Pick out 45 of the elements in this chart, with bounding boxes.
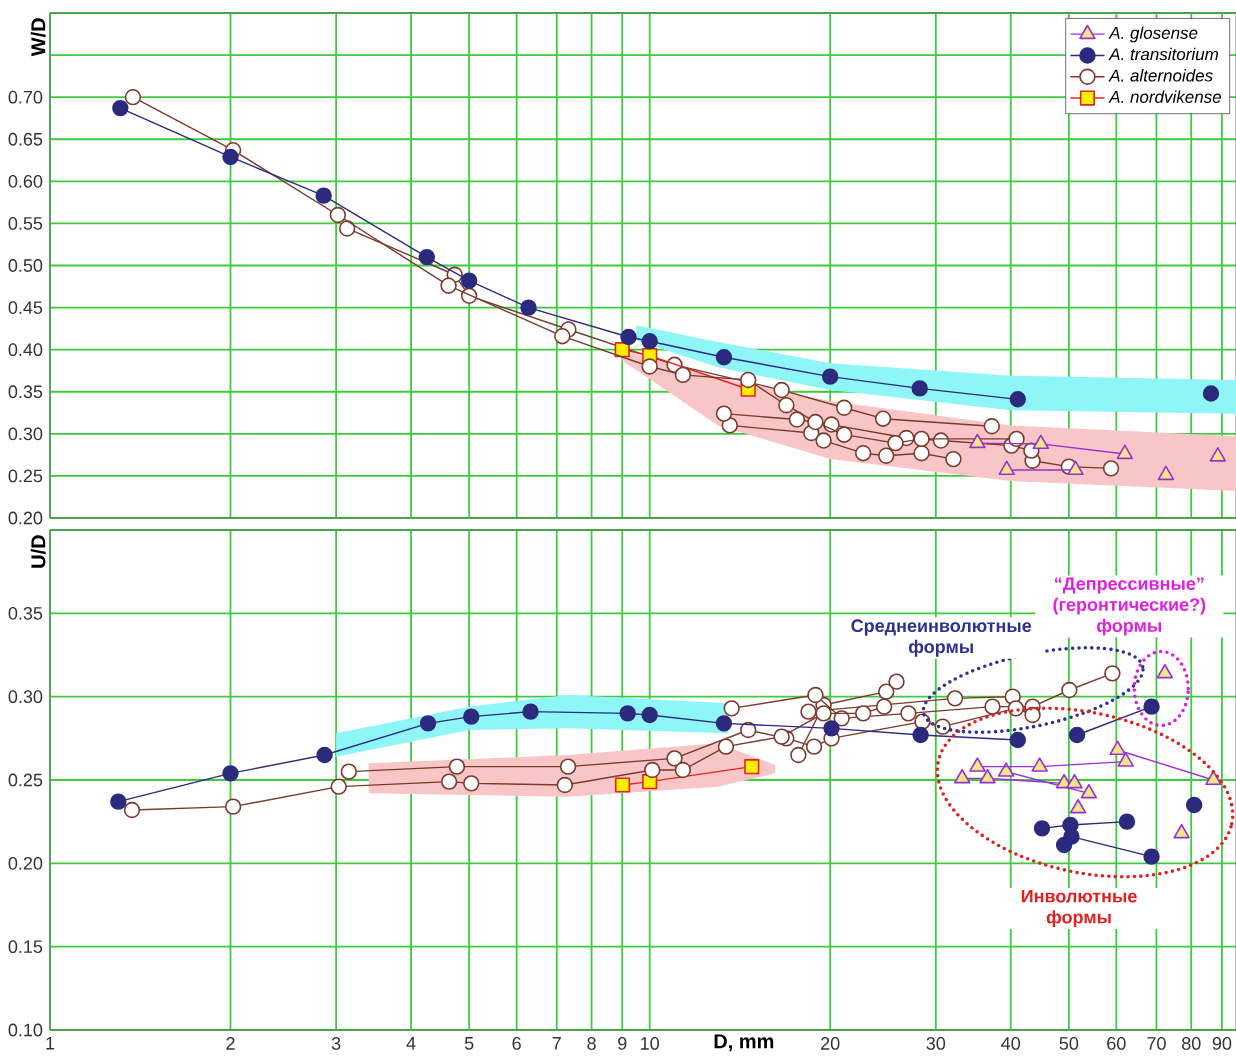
x-tick-label: 8 (587, 1037, 596, 1050)
y-tick-label: 0.25 (8, 773, 43, 787)
y-tick-label: 0.15 (8, 940, 43, 954)
x-tick-label: 30 (926, 1037, 946, 1050)
y-tick-label: 0.40 (8, 343, 43, 357)
annotation: Инволютные формы (1021, 889, 1137, 928)
annotation: Среднеинволютные формы (851, 619, 1032, 657)
legend-label: A. glosense (1108, 26, 1198, 43)
y-tick-label: 0.55 (8, 217, 43, 230)
x-tick-label: 9 (618, 1037, 627, 1050)
x-tick-label: 20 (821, 1037, 840, 1050)
y-tick-label: 0.70 (8, 90, 43, 104)
x-tick-label: 80 (1182, 1037, 1201, 1050)
x-tick-label: 10 (641, 1037, 659, 1050)
y-tick-label: 0.35 (8, 385, 43, 399)
x-tick-label: 1 (46, 1037, 55, 1050)
x-axis-title: D, mm (714, 1034, 774, 1052)
x-tick-label: 60 (1107, 1037, 1126, 1050)
legend-label: A. alternoides (1108, 69, 1213, 82)
y-tick-label: 0.25 (8, 469, 43, 483)
y-axis-title: W/D (30, 18, 46, 57)
y-tick-label: 0.65 (8, 132, 43, 146)
y-tick-label: 0.20 (8, 856, 43, 870)
x-tick-label: 2 (226, 1037, 235, 1050)
x-tick-label: 4 (406, 1037, 416, 1050)
x-tick-label: 5 (464, 1037, 474, 1050)
y-tick-label: 0.20 (8, 511, 43, 525)
y-tick-label: 0.10 (8, 1023, 43, 1037)
y-tick-label: 0.50 (8, 259, 43, 272)
x-tick-label: 6 (512, 1037, 521, 1050)
y-tick-label: 0.35 (8, 606, 43, 620)
x-tick-label: 40 (1001, 1037, 1021, 1050)
y-tick-label: 0.30 (8, 690, 43, 704)
y-tick-label: 0.45 (8, 301, 43, 314)
y-axis-title: U/D (30, 535, 46, 568)
x-tick-label: 7 (552, 1037, 561, 1050)
legend-label: A. nordvikense (1108, 90, 1221, 103)
x-tick-label: 90 (1212, 1037, 1232, 1050)
x-tick-label: 70 (1147, 1037, 1166, 1050)
y-tick-label: 0.30 (8, 427, 43, 441)
legend-label: A. transitorium (1108, 47, 1218, 61)
x-tick-label: 3 (331, 1037, 341, 1050)
annotation: “Депрессивные” (геронтические?) формы (1053, 577, 1206, 636)
y-tick-label: 0.60 (8, 174, 43, 188)
x-tick-label: 50 (1059, 1037, 1079, 1050)
